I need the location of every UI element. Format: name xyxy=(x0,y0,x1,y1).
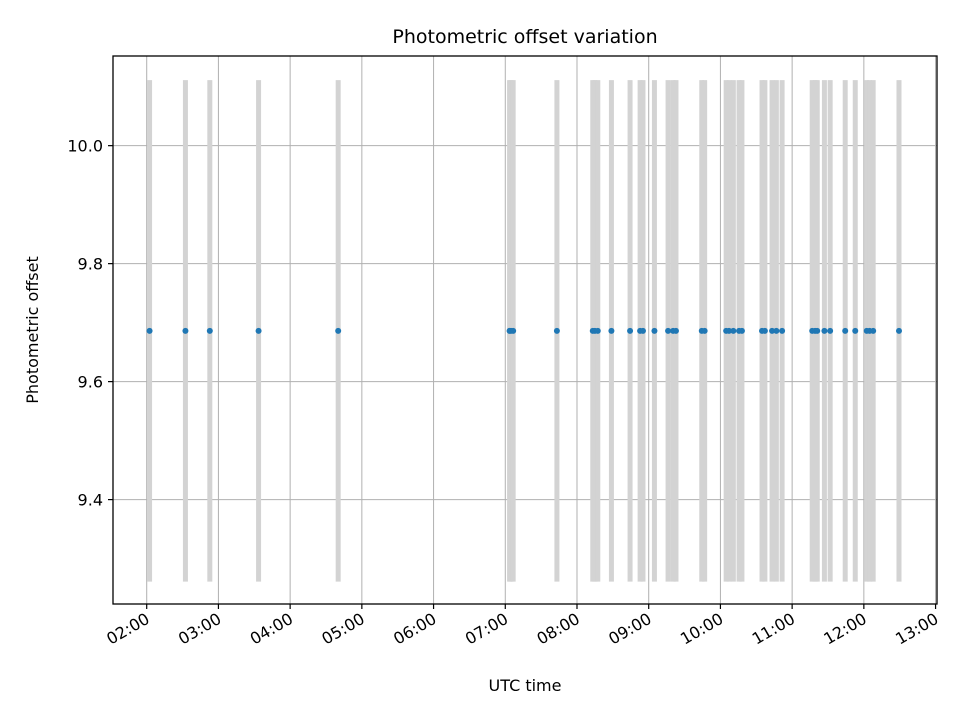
data-point xyxy=(730,327,737,334)
data-point xyxy=(852,327,859,334)
data-point xyxy=(761,327,768,334)
data-point xyxy=(701,327,708,334)
data-point xyxy=(738,327,745,334)
y-tick-label: 9.4 xyxy=(78,491,103,510)
data-point xyxy=(594,327,601,334)
data-point xyxy=(870,327,877,334)
chart-title: Photometric offset variation xyxy=(392,26,657,48)
data-point xyxy=(773,327,780,334)
y-axis-label: Photometric offset xyxy=(23,256,42,404)
data-point xyxy=(726,327,733,334)
data-point xyxy=(639,327,646,334)
grid xyxy=(113,56,937,604)
data-point xyxy=(255,327,262,334)
data-point xyxy=(335,327,342,334)
data-point xyxy=(672,327,679,334)
data-point xyxy=(842,327,849,334)
data-point xyxy=(553,327,560,334)
y-tick-label: 9.6 xyxy=(78,373,103,392)
plot-frame xyxy=(112,55,938,605)
data-point xyxy=(779,327,786,334)
data-point xyxy=(146,327,153,334)
data-point xyxy=(769,327,776,334)
data-point xyxy=(182,327,189,334)
data-point xyxy=(627,327,634,334)
y-tick-label: 10.0 xyxy=(67,137,103,156)
data-point xyxy=(895,327,902,334)
y-tick-label: 9.8 xyxy=(78,255,103,274)
data-point xyxy=(651,327,658,334)
data-point xyxy=(827,327,834,334)
data-points xyxy=(146,327,902,334)
data-point xyxy=(608,327,615,334)
data-point xyxy=(665,327,672,334)
data-point xyxy=(510,327,517,334)
y-axis: 9.4 9.6 9.8 10.0 xyxy=(67,137,113,510)
data-point xyxy=(821,327,828,334)
data-point xyxy=(206,327,213,334)
data-point xyxy=(814,327,821,334)
x-axis-label: UTC time xyxy=(489,676,562,695)
